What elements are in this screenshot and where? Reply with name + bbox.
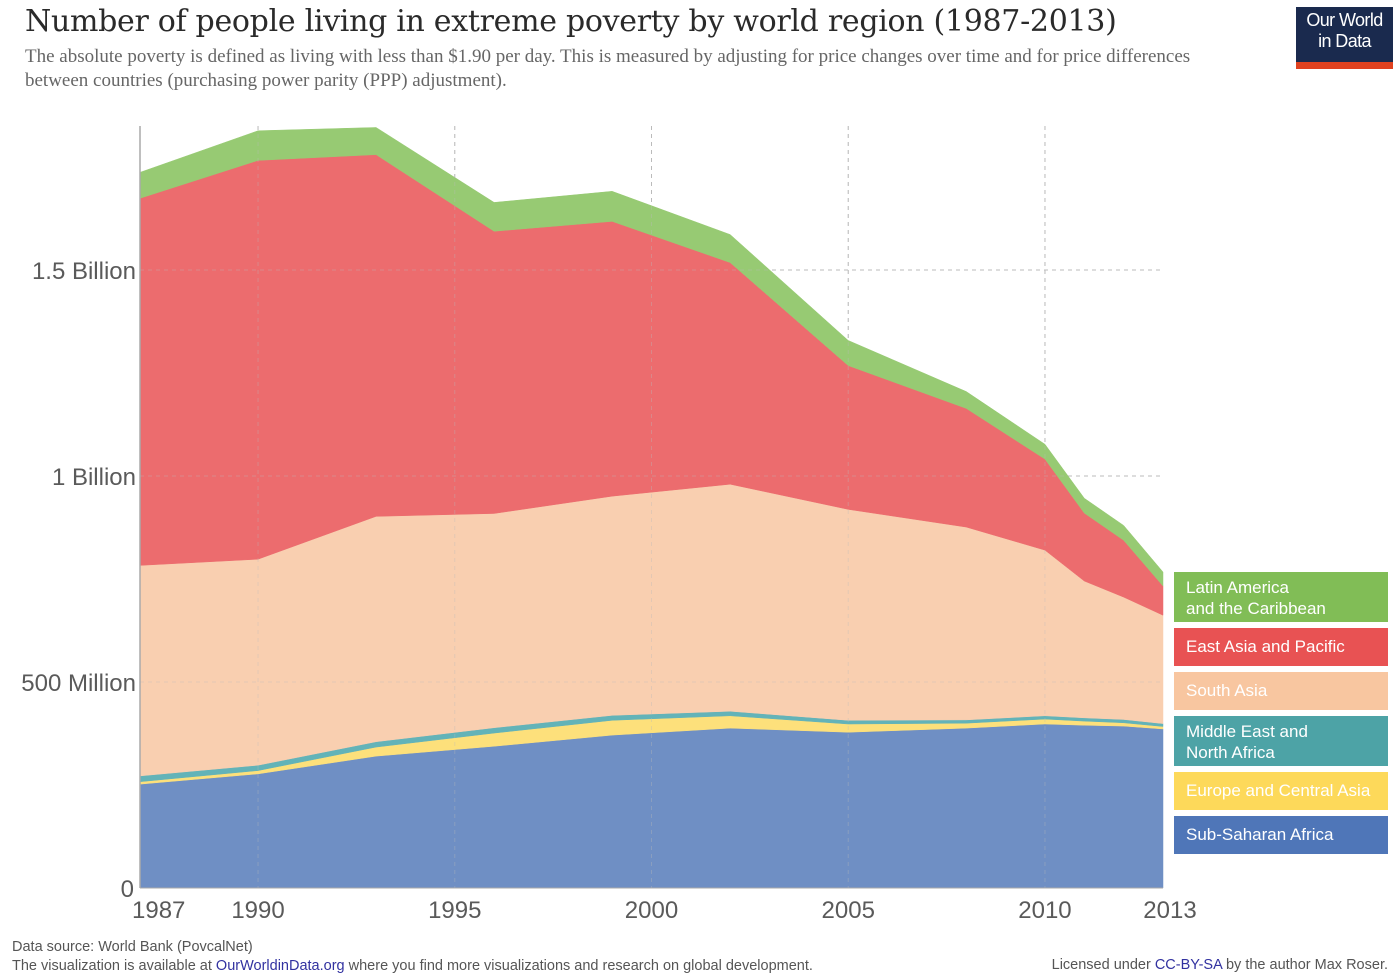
y-tick-label: 1 Billion [52, 464, 136, 491]
x-tick-label-1990: 1990 [231, 897, 284, 924]
y-tick-label: 500 Million [21, 670, 136, 697]
y-axis-ticks: 0 500 Million 1 Billion 1.5 Billion [21, 258, 136, 903]
legend-item-latin-america-and-the-caribbean[interactable]: Latin America and the Caribbean [1174, 572, 1388, 622]
legend-item-east-asia-and-pacific[interactable]: East Asia and Pacific [1174, 628, 1388, 666]
y-tick-label: 0 [121, 876, 134, 903]
x-axis-ticks: 1987 1990 1995 2000 2005 2010 2013 [132, 897, 1197, 924]
area-latin-america-and-the-caribbean[interactable] [139, 127, 1164, 587]
x-tick-label-1995: 1995 [428, 897, 481, 924]
x-tick-label-2013: 2013 [1143, 897, 1196, 924]
license-prefix: Licensed under [1051, 957, 1155, 973]
logo-line-1: Our World [1306, 10, 1383, 30]
x-tick-label-1987: 1987 [132, 897, 185, 924]
legend-item-sub-saharan-africa[interactable]: Sub-Saharan Africa [1174, 816, 1388, 854]
footer: Data source: World Bank (PovcalNet) The … [12, 938, 813, 976]
legend-item-middle-east-and-north-africa[interactable]: Middle East and North Africa [1174, 716, 1388, 766]
legend: Latin America and the Caribbean East Asia … [1174, 572, 1388, 860]
legend-label: Europe and Central Asia [1186, 781, 1371, 800]
availability-prefix: The visualization is available at [12, 958, 216, 974]
data-source: Data source: World Bank (PovcalNet) [12, 939, 253, 955]
availability-suffix: where you find more visualizations and r… [344, 958, 813, 974]
logo-accent-bar [1296, 62, 1393, 69]
axes [139, 126, 1163, 889]
legend-label: Sub-Saharan Africa [1186, 825, 1334, 844]
legend-item-south-asia[interactable]: South Asia [1174, 672, 1388, 710]
availability-note: The visualization is available at OurWor… [12, 957, 813, 976]
y-tick-label: 1.5 Billion [32, 258, 136, 285]
license-note: Licensed under CC-BY-SA by the author Ma… [1052, 957, 1388, 973]
license-link[interactable]: CC-BY-SA [1154, 957, 1222, 973]
chart-subtitle: The absolute poverty is defined as livin… [25, 46, 1191, 91]
legend-label: Latin America and the Caribbean [1186, 578, 1326, 618]
chart-title: Number of people living in extreme pover… [25, 4, 1117, 39]
legend-label: South Asia [1186, 681, 1268, 700]
legend-item-europe-and-central-asia[interactable]: Europe and Central Asia [1174, 772, 1388, 810]
owid-link[interactable]: OurWorldinData.org [215, 958, 345, 974]
legend-label: Middle East and North Africa [1186, 722, 1308, 762]
legend-label: East Asia and Pacific [1186, 637, 1345, 656]
gridlines-overlay [140, 126, 1163, 888]
x-tick-label-2000: 2000 [625, 897, 678, 924]
owid-logo[interactable]: Our World in Data [1296, 7, 1393, 69]
logo-line-2: in Data [1318, 31, 1371, 51]
license-suffix: by the author Max Roser. [1221, 957, 1388, 973]
x-tick-label-2005: 2005 [822, 897, 875, 924]
area-layers [139, 127, 1164, 889]
x-tick-label-2010: 2010 [1018, 897, 1071, 924]
